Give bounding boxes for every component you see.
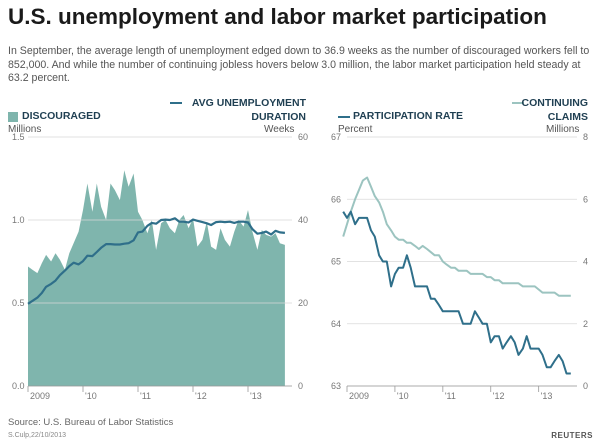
left-x-tick-label: '11	[140, 391, 151, 401]
left-right-tick-label: 0	[298, 381, 303, 391]
left-left-tick-label: 1.0	[12, 215, 25, 225]
left-left-tick-label: 0.5	[12, 298, 25, 308]
left-chart: 0.0 0.5 1.0 1.5 0 20 40 60 2009 '10 '11 '12 '13	[12, 132, 308, 401]
reuters-logo: REUTERS	[551, 431, 593, 440]
right-left-tick-label: 64	[331, 319, 341, 329]
claims-line	[342, 176, 571, 297]
right-right-tick-label: 2	[583, 319, 588, 329]
left-right-tick-label: 60	[298, 132, 308, 142]
source-note: Source: U.S. Bureau of Labor Statistics	[8, 417, 174, 428]
right-x-tick-label: '13	[541, 391, 553, 401]
left-right-tick-label: 40	[298, 215, 308, 225]
right-left-tick-label: 65	[331, 257, 341, 267]
left-x-tick-label: '12	[195, 391, 207, 401]
right-x-tick-label: 2009	[349, 391, 369, 401]
credit-note: S.Culp,22/10/2013	[8, 432, 66, 439]
participation-legend-swatch	[338, 116, 350, 118]
right-x-tick-label: '12	[493, 391, 505, 401]
duration-legend-label: AVG UNEMPLOYMENT DURATION	[191, 97, 306, 123]
discouraged-unit-label: Millions	[8, 124, 42, 135]
right-left-tick-label: 63	[331, 381, 341, 391]
page-title: U.S. unemployment and labor market parti…	[8, 4, 547, 29]
page-subtitle: In September, the average length of unem…	[8, 45, 590, 84]
claims-legend-label: CONTINUING CLAIMS	[521, 97, 589, 123]
claims-legend-swatch	[512, 102, 524, 104]
discouraged-legend-label: DISCOURAGED	[22, 110, 101, 122]
left-x-tick-label: '10	[85, 391, 97, 401]
left-x-tick-label: '13	[250, 391, 262, 401]
discouraged-legend-swatch	[8, 112, 18, 122]
right-x-tick-label: '11	[445, 391, 456, 401]
right-chart: 63 64 65 66 67 0 2 4 6 8 2009 '10 '11 '12 '13	[331, 132, 588, 401]
left-right-tick-label: 20	[298, 298, 308, 308]
duration-legend-swatch	[170, 102, 182, 104]
left-left-tick-label: 1.5	[12, 132, 25, 142]
discouraged-area	[28, 170, 285, 386]
left-left-tick-label: 0.0	[12, 381, 25, 391]
duration-line	[27, 217, 286, 305]
right-right-tick-label: 8	[583, 132, 588, 142]
participation-unit-label: Percent	[338, 124, 373, 135]
claims-unit-label: Millions	[546, 124, 580, 135]
right-right-tick-label: 6	[583, 194, 588, 204]
right-x-tick-label: '10	[397, 391, 409, 401]
left-x-tick-label: 2009	[30, 391, 50, 401]
duration-unit-label: Weeks	[264, 124, 295, 135]
right-left-tick-label: 66	[331, 194, 341, 204]
right-right-tick-label: 4	[583, 257, 588, 267]
participation-legend-label: PARTICIPATION RATE	[353, 110, 464, 122]
right-left-tick-label: 67	[331, 132, 341, 142]
participation-line	[342, 210, 571, 375]
right-right-tick-label: 0	[583, 381, 588, 391]
